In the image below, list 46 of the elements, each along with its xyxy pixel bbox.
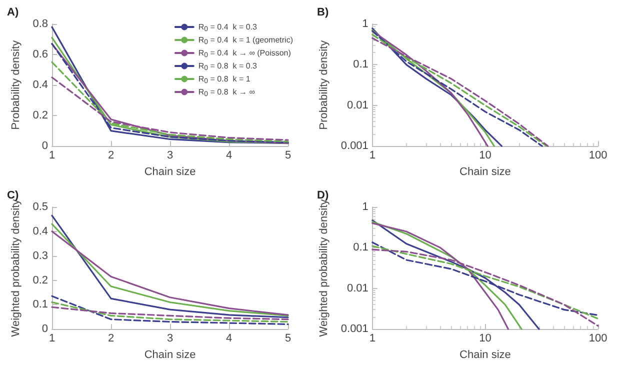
x-tick-label: 100 xyxy=(588,150,608,162)
y-tick-label: 0 xyxy=(42,140,48,152)
chart-title: D) xyxy=(317,190,329,202)
y-tick-label: 0.2 xyxy=(32,110,48,122)
y-tick-label: 1 xyxy=(362,201,368,213)
y-tick-label: 1 xyxy=(362,18,368,30)
y-tick-label: 0.2 xyxy=(32,274,48,286)
x-axis-title: Chain size xyxy=(144,166,196,178)
x-tick-label: 4 xyxy=(226,332,232,345)
y-tick-label: 0.001 xyxy=(340,140,368,152)
y-tick-label: 0.01 xyxy=(347,99,368,112)
chart-title: B) xyxy=(317,6,329,18)
y-tick-label: 0.1 xyxy=(353,242,368,254)
y-tick-label: 0.1 xyxy=(353,58,368,71)
line-series xyxy=(51,306,289,320)
y-tick-label: 0.6 xyxy=(32,48,48,61)
y-tick-label: 0.3 xyxy=(32,250,48,262)
y-axis-title: Weighted probability density xyxy=(10,198,22,337)
line-series xyxy=(51,295,289,326)
x-axis-title: Chain size xyxy=(144,349,196,361)
x-tick-label: 100 xyxy=(588,332,608,345)
y-tick-label: 0.4 xyxy=(32,79,48,92)
y-tick-label: 0.8 xyxy=(32,18,48,30)
x-tick-label: 2 xyxy=(108,332,114,345)
x-axis-title: Chain size xyxy=(460,349,511,361)
x-tick-label: 4 xyxy=(226,150,232,162)
y-axis-title: Probability density xyxy=(318,40,330,130)
y-axis-title: Weighted probability density xyxy=(318,198,330,337)
line-series xyxy=(51,301,289,323)
chart-title: C) xyxy=(7,190,19,202)
y-tick-label: 0.001 xyxy=(340,323,368,336)
y-tick-label: 0.01 xyxy=(347,282,368,294)
x-tick-label: 3 xyxy=(166,332,174,345)
x-axis-title: Chain size xyxy=(460,166,511,178)
y-tick-label: 0.4 xyxy=(32,225,48,238)
x-tick-label: 2 xyxy=(108,150,114,162)
y-tick-label: 0 xyxy=(42,323,48,336)
y-tick-label: 0.5 xyxy=(32,201,48,213)
x-tick-label: 5 xyxy=(284,332,292,345)
y-tick-label: 0.1 xyxy=(32,298,48,311)
y-axis-title: Probability density xyxy=(10,40,22,130)
x-tick-label: 10 xyxy=(479,150,492,162)
chart-title: A) xyxy=(7,6,19,18)
x-tick-label: 5 xyxy=(284,150,292,162)
x-tick-label: 10 xyxy=(479,332,492,345)
x-tick-label: 3 xyxy=(166,150,174,162)
